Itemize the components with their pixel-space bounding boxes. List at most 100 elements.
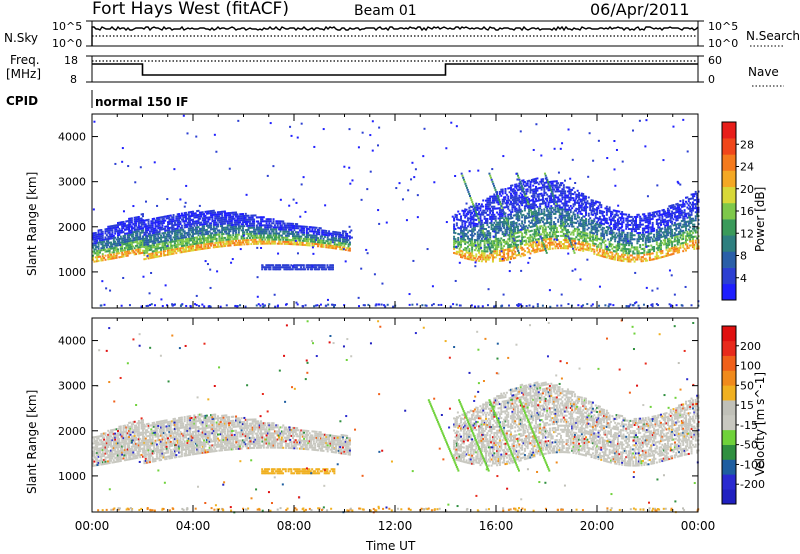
power-cell: [537, 240, 540, 243]
power-cell: [228, 234, 231, 237]
power-cell: [293, 227, 296, 230]
power-cell: [535, 232, 538, 235]
power-cell: [332, 230, 335, 233]
power-cell: [493, 252, 496, 255]
power-cell: [546, 215, 549, 218]
power-cell: [493, 242, 496, 245]
power-cell: [116, 244, 119, 247]
power-cell: [185, 248, 188, 251]
power-cell: [155, 243, 158, 246]
power-cell: [214, 235, 217, 238]
power-cell: [473, 238, 476, 241]
power-cell: [214, 238, 217, 241]
power-cell: [636, 248, 639, 251]
power-cell: [229, 234, 232, 237]
power-cell: [586, 206, 589, 209]
power-cell: [291, 266, 294, 269]
power-cell: [491, 197, 494, 200]
power-cell: [655, 251, 658, 254]
beam-label: Beam 01: [354, 3, 417, 19]
power-cell: [568, 225, 571, 228]
power-cell: [533, 208, 536, 211]
power-cell: [497, 223, 500, 226]
power-cell: [550, 197, 553, 200]
power-cell: [594, 202, 597, 205]
power-cell: [244, 220, 247, 223]
power-cell: [582, 245, 585, 248]
power-cell: [637, 234, 640, 237]
power-cell: [547, 215, 550, 218]
power-cell: [554, 210, 557, 213]
power-cell: [533, 206, 536, 209]
power-cell: [340, 248, 343, 251]
power-cell: [464, 220, 467, 223]
power-cell: [144, 247, 147, 250]
power-cell: [498, 259, 501, 262]
power-cell: [610, 245, 613, 248]
power-cell: [498, 190, 501, 193]
power-cell: [543, 181, 546, 184]
power-cell: [630, 222, 633, 225]
power-cell: [476, 223, 479, 226]
power-cell: [596, 221, 599, 224]
power-cell: [296, 237, 299, 240]
power-cell: [179, 233, 182, 236]
power-cell: [537, 213, 540, 216]
power-cell: [154, 221, 157, 224]
power-cell: [487, 234, 490, 237]
power-cell: [265, 240, 268, 243]
power-cell: [223, 218, 226, 221]
power-cell: [144, 233, 147, 236]
power-cell: [101, 255, 104, 258]
power-cell: [133, 222, 136, 225]
power-cell: [311, 228, 314, 231]
power-cell: [171, 248, 174, 251]
power-cell: [147, 228, 150, 231]
power-cell: [344, 240, 347, 243]
power-cell: [129, 225, 132, 228]
power-cell: [297, 239, 300, 242]
power-cell: [550, 215, 553, 218]
power-cell: [229, 244, 232, 247]
power-cell: [244, 212, 247, 215]
power-cell: [622, 229, 625, 232]
power-cell: [139, 246, 142, 249]
power-cell: [473, 214, 476, 217]
power-cell: [326, 264, 329, 267]
power-cell: [130, 231, 133, 234]
power-cell: [201, 231, 204, 234]
power-cell: [580, 212, 583, 215]
power-cell: [325, 268, 328, 271]
power-cell: [93, 240, 96, 243]
power-cell: [158, 226, 161, 229]
power-cell: [621, 259, 624, 262]
power-cell: [485, 246, 488, 249]
power-cell: [246, 222, 249, 225]
power-cell: [110, 257, 113, 260]
power-cell: [616, 210, 619, 213]
power-cell: [460, 241, 463, 244]
power-cell: [298, 239, 301, 242]
power-cell: [261, 268, 264, 271]
power-cell: [151, 224, 154, 227]
power-cell: [536, 220, 539, 223]
power-cell: [143, 254, 146, 257]
power-cell: [523, 243, 526, 246]
power-cell: [608, 242, 611, 245]
power-cell: [289, 243, 292, 246]
power-cell: [104, 228, 107, 231]
power-cell: [316, 243, 319, 246]
power-cell: [198, 240, 201, 243]
power-cell: [318, 241, 321, 244]
power-cell: [239, 215, 242, 218]
power-cell: [121, 229, 124, 232]
power-cell: [272, 230, 275, 233]
power-cell: [605, 226, 608, 229]
power-cell: [518, 239, 521, 242]
power-cell: [650, 228, 653, 231]
power-cell: [468, 254, 471, 257]
power-cell: [123, 236, 126, 239]
power-cell: [525, 217, 528, 220]
power-cell: [262, 220, 265, 223]
power-cell: [223, 228, 226, 231]
